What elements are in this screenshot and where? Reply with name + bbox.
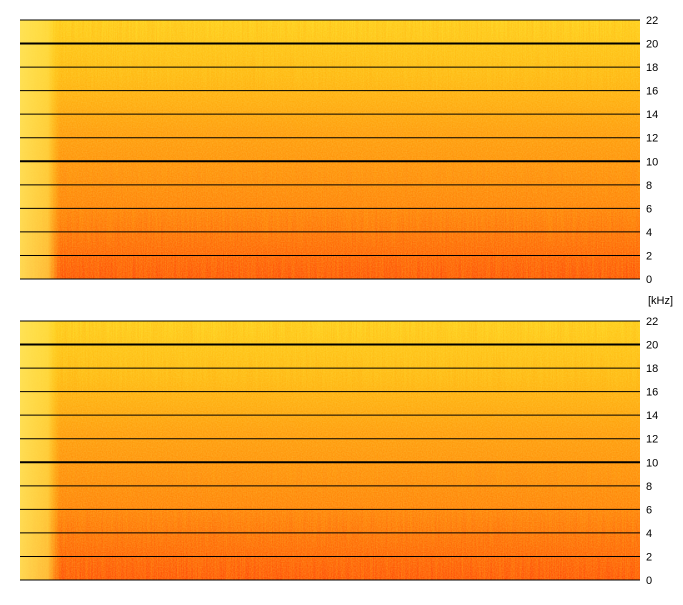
ytick-label-12: 12 [646,434,658,446]
frequency-unit-label: [kHz] [648,295,673,307]
ytick-label-18: 18 [646,363,658,375]
ytick-label-2: 2 [646,551,652,563]
spectrogram-speckle [20,20,640,279]
ytick-label-0: 0 [646,575,652,587]
ytick-label-20: 20 [646,39,658,51]
bottom-panel: 0 2 4 6 8 10 12 14 16 18 20 22 [20,316,658,587]
spectrogram-leading-segment [20,20,60,279]
ytick-label-14: 14 [646,410,658,422]
ytick-label-6: 6 [646,504,652,516]
ytick-label-18: 18 [646,62,658,74]
ytick-label-20: 20 [646,340,658,352]
ytick-label-10: 10 [646,457,658,469]
ytick-label-12: 12 [646,133,658,145]
ytick-label-0: 0 [646,274,652,286]
top-panel: 0 2 4 6 8 10 12 14 16 18 20 22 [20,15,658,286]
ytick-label-10: 10 [646,156,658,168]
ytick-label-22: 22 [646,316,658,328]
ytick-label-8: 8 [646,180,652,192]
ytick-label-16: 16 [646,86,658,98]
spectrogram-speckle [20,321,640,580]
ytick-label-16: 16 [646,387,658,399]
ytick-label-4: 4 [646,227,652,239]
ytick-label-4: 4 [646,528,652,540]
ytick-label-6: 6 [646,203,652,215]
ytick-label-14: 14 [646,109,658,121]
ytick-label-8: 8 [646,481,652,493]
ytick-label-22: 22 [646,15,658,27]
ytick-label-2: 2 [646,250,652,262]
spectrogram-leading-segment [20,321,60,580]
